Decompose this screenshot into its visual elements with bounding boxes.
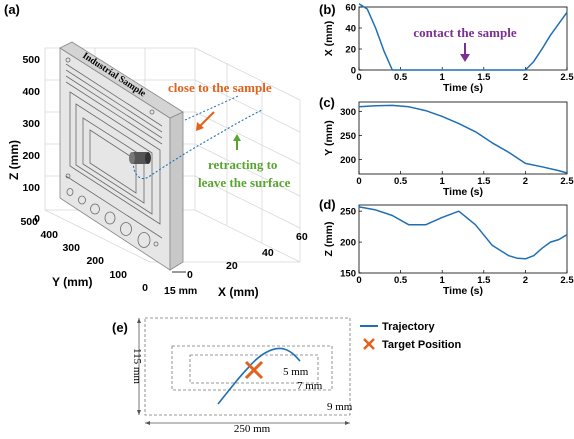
z-tick: 200 — [22, 150, 40, 162]
legend-target: Target Position — [382, 339, 462, 351]
chart-y-vs-time: 0 0.5 1 1.5 2 2.5 200 250 300 Time (s) Y (mm) — [323, 101, 574, 198]
x-tick-label: 1.5 — [477, 176, 491, 187]
trajectory-3d — [132, 109, 263, 179]
panel-label-d: (d) — [319, 197, 336, 212]
x-tick-label: 1 — [440, 275, 446, 286]
chart-z-vs-time: 0 0.5 1 1.5 2 2.5 150 200 250 Time (s) Z (mm) — [323, 204, 574, 297]
x-tick-label: 2.5 — [560, 275, 574, 286]
x-tick-label: 0 — [356, 275, 361, 286]
z-tick: 0 — [34, 213, 40, 225]
chart-x-vs-time: 0 0.5 1 1.5 2 2.5 0 20 40 60 Time (s) X (mm) — [323, 3, 574, 95]
y-tick-label: 40 — [345, 24, 356, 35]
x-axis-label: Time (s) — [443, 186, 483, 198]
trajectory-line — [217, 347, 301, 405]
x-tick-label: 0.5 — [394, 275, 408, 286]
middle-boundary — [171, 345, 333, 391]
x-tick-label: 1.5 — [477, 275, 491, 286]
x-tick-label: 2.5 — [560, 72, 574, 83]
target-position-marker — [244, 360, 264, 380]
y-tick-label: 250 — [340, 207, 356, 218]
x-tick-label: 2 — [523, 176, 528, 187]
panel-label-a: (a) — [4, 2, 20, 17]
y-tick: 0 — [142, 282, 148, 294]
x-tick-label: 2 — [523, 72, 528, 83]
approach-arrow — [199, 111, 215, 127]
y-tick: 100 — [109, 269, 127, 281]
panel-label-c: (c) — [319, 95, 335, 110]
approach-arrow-head — [196, 122, 204, 131]
panel-label-e: (e) — [112, 320, 128, 335]
series-line — [358, 104, 568, 174]
inner-boundary — [189, 354, 319, 384]
approach-path — [184, 95, 239, 121]
y-tick: 300 — [62, 242, 80, 254]
x-tick-label: 2 — [523, 275, 528, 286]
panel-a-3d-plot: Industrial Sample close to the sample re… — [7, 41, 308, 299]
y-tick: 200 — [86, 255, 104, 267]
y-tick-label: 0 — [351, 66, 356, 77]
y-axis-label: X (mm) — [323, 21, 335, 57]
z-tick: 400 — [22, 86, 40, 98]
panel-label-b: (b) — [319, 2, 336, 17]
note-close-to-sample: close to the sample — [168, 80, 272, 95]
x-tick-label: 1.5 — [477, 72, 491, 83]
y-tick-label: 60 — [345, 3, 356, 14]
dim-115mm: 115 mm — [131, 348, 143, 384]
legend: Trajectory Target Position — [360, 321, 462, 351]
x-axis-label: X (mm) — [218, 285, 259, 299]
series-line — [358, 206, 568, 260]
y-axis-label: Y (mm) — [52, 275, 92, 289]
probe-icon — [129, 152, 151, 164]
x-axis-label: Time (s) — [443, 285, 483, 297]
panel-e-top-view: 5 mm 7 mm 9 mm 250 mm 115 mm — [131, 317, 353, 435]
x-tick-label: 1 — [440, 176, 446, 187]
z-tick: 100 — [22, 182, 40, 194]
y-axis-label: Z (mm) — [323, 222, 335, 257]
x-tick: 20 — [226, 260, 238, 272]
plot-frame — [358, 204, 568, 274]
y-tick-label: 20 — [345, 45, 356, 56]
industrial-sample: Industrial Sample — [59, 41, 184, 271]
y-tick-label: 250 — [340, 131, 356, 142]
note-retracting: retracting to — [208, 157, 277, 172]
retract-arrow-head — [233, 134, 241, 141]
z-tick: 500 — [22, 54, 40, 66]
y-tick-label: 300 — [340, 107, 356, 118]
outer-boundary — [144, 317, 351, 416]
dim-7mm: 7 mm — [297, 380, 323, 392]
offset-label: 15 mm — [164, 285, 197, 297]
y-tick: 500 — [20, 216, 38, 228]
note-leave-surface: leave the surface — [198, 175, 291, 190]
legend-trajectory: Trajectory — [382, 321, 435, 333]
dim-250mm: 250 mm — [234, 423, 271, 434]
x-tick-label: 0.5 — [394, 176, 408, 187]
x-axis-label: Time (s) — [443, 82, 483, 94]
x-tick: 0 — [187, 269, 193, 281]
x-tick-label: 1 — [440, 72, 446, 83]
dim-9mm: 9 mm — [327, 401, 353, 413]
x-tick-label: 0 — [356, 176, 361, 187]
dim-5mm: 5 mm — [283, 366, 309, 378]
series-line — [358, 3, 568, 71]
x-tick-label: 0 — [356, 72, 361, 83]
contact-annotation: contact the sample — [413, 25, 516, 40]
z-axis-label: Z (mm) — [7, 140, 21, 180]
x-tick-label: 2.5 — [560, 176, 574, 187]
z-tick: 300 — [22, 118, 40, 130]
y-tick-label: 200 — [340, 238, 356, 249]
plot-frame — [358, 101, 568, 175]
x-tick-label: 0.5 — [394, 72, 408, 83]
x-tick: 60 — [296, 231, 308, 243]
contact-arrow-head — [460, 54, 470, 62]
x-tick: 40 — [262, 247, 274, 259]
y-tick-label: 150 — [340, 269, 356, 280]
y-tick-label: 200 — [340, 155, 356, 166]
y-axis-label: Y (mm) — [323, 120, 335, 155]
y-tick: 400 — [40, 229, 58, 241]
